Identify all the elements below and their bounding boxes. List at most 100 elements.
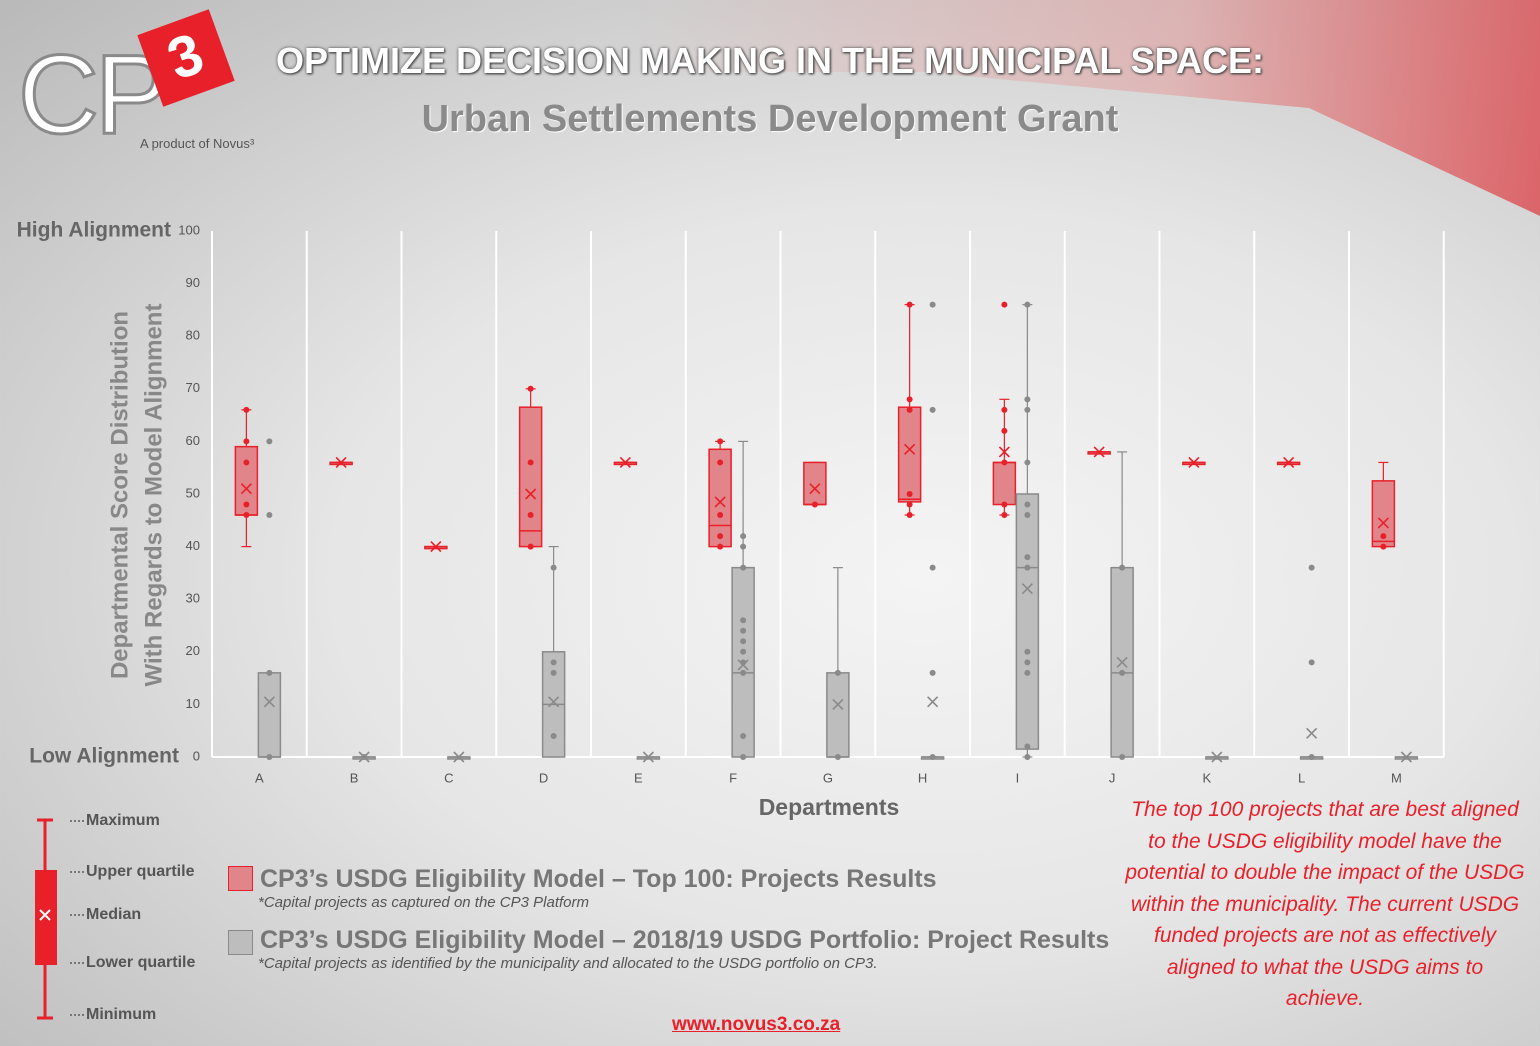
data-point bbox=[740, 669, 747, 676]
data-point bbox=[527, 543, 534, 550]
mean-marker bbox=[548, 696, 560, 708]
data-point bbox=[266, 754, 273, 760]
legend-entry: CP3’s USDG Eligibility Model – Top 100: … bbox=[260, 865, 937, 893]
data-point bbox=[1380, 543, 1387, 550]
data-point bbox=[740, 564, 747, 571]
box-plot bbox=[329, 456, 353, 469]
box bbox=[992, 461, 1017, 506]
data-point bbox=[1024, 659, 1031, 666]
data-point bbox=[929, 754, 936, 760]
data-point bbox=[740, 627, 747, 634]
y-axis-title: With Regards to Model Alignment bbox=[140, 304, 167, 687]
y-tick-label: 100 bbox=[178, 222, 200, 237]
data-point bbox=[906, 491, 913, 497]
legend-swatch bbox=[228, 930, 253, 955]
mean-marker bbox=[1188, 456, 1200, 469]
y-low-label: Low Alignment bbox=[29, 745, 179, 768]
box-plot bbox=[1276, 456, 1301, 469]
data-point bbox=[929, 669, 936, 676]
x-tick-label: I bbox=[1016, 770, 1020, 785]
legend-swatch bbox=[228, 866, 253, 891]
box-plot bbox=[257, 438, 282, 760]
x-tick-label: G bbox=[823, 770, 833, 785]
data-point bbox=[717, 438, 724, 445]
data-point bbox=[1119, 754, 1126, 760]
data-point bbox=[1380, 533, 1387, 540]
key-label: Median bbox=[86, 906, 142, 923]
box bbox=[826, 672, 850, 758]
data-point bbox=[717, 533, 724, 540]
y-tick-label: 20 bbox=[186, 643, 200, 658]
data-point bbox=[1308, 659, 1315, 666]
key-label: Minimum bbox=[86, 1006, 157, 1023]
data-point bbox=[1024, 512, 1031, 519]
box-plot bbox=[1299, 564, 1324, 760]
data-point bbox=[1119, 669, 1126, 676]
y-tick-label: 10 bbox=[186, 696, 200, 711]
mean-marker bbox=[335, 456, 347, 469]
x-tick-label: K bbox=[1203, 770, 1212, 785]
x-tick-label: C bbox=[444, 770, 453, 785]
data-point bbox=[266, 669, 273, 676]
data-point bbox=[1001, 512, 1008, 519]
key-label: Maximum bbox=[86, 812, 160, 829]
mean-marker bbox=[1211, 751, 1223, 763]
data-point bbox=[717, 543, 724, 550]
box bbox=[897, 406, 922, 503]
data-point bbox=[1024, 554, 1031, 561]
box-plot bbox=[1015, 301, 1040, 760]
data-point bbox=[1001, 406, 1008, 413]
footer-url[interactable]: www.novus3.co.za bbox=[672, 1014, 841, 1035]
y-tick-label: 90 bbox=[186, 275, 200, 290]
mean-marker bbox=[1377, 517, 1389, 529]
data-point bbox=[834, 669, 841, 676]
data-point bbox=[929, 406, 936, 413]
legend-entry: CP3’s USDG Eligibility Model – 2018/19 U… bbox=[260, 926, 1110, 954]
data-point bbox=[906, 512, 913, 519]
mean-marker bbox=[619, 456, 631, 469]
data-point bbox=[243, 406, 250, 413]
callout: The top 100 projects that are best align… bbox=[1125, 798, 1525, 1010]
page-subtitle: Urban Settlements Development Grant bbox=[421, 98, 1119, 140]
box-plot bbox=[1110, 451, 1134, 760]
data-point bbox=[1024, 669, 1031, 676]
data-point bbox=[243, 438, 250, 445]
data-point bbox=[740, 533, 747, 540]
mean-marker bbox=[927, 696, 939, 708]
key-label: Lower quartile bbox=[86, 954, 196, 971]
y-tick-label: 30 bbox=[186, 591, 200, 606]
data-point bbox=[1001, 301, 1008, 308]
x-tick-label: E bbox=[634, 770, 643, 785]
box-plot bbox=[1371, 461, 1396, 550]
data-point bbox=[243, 512, 250, 519]
box-plot bbox=[920, 301, 945, 760]
data-point bbox=[1308, 564, 1315, 571]
data-point bbox=[243, 459, 250, 466]
mean-marker bbox=[904, 443, 916, 455]
mean-marker bbox=[737, 659, 749, 671]
box-plot bbox=[826, 567, 850, 760]
data-point bbox=[717, 459, 724, 466]
x-tick-label: H bbox=[918, 770, 927, 785]
x-tick-label: F bbox=[729, 770, 737, 785]
mean-marker bbox=[1093, 446, 1105, 458]
box-plot bbox=[613, 456, 638, 469]
y-tick-label: 0 bbox=[193, 748, 200, 763]
box-plot bbox=[897, 301, 922, 519]
mean-marker bbox=[832, 698, 844, 710]
data-point bbox=[550, 659, 557, 666]
y-tick-label: 50 bbox=[186, 485, 200, 500]
data-point bbox=[906, 396, 913, 403]
box-plot bbox=[731, 440, 755, 760]
data-point bbox=[1024, 754, 1031, 760]
box-plot bbox=[518, 385, 543, 550]
box-plot bbox=[1394, 751, 1419, 763]
data-point bbox=[740, 638, 747, 645]
data-point bbox=[1024, 743, 1031, 750]
data-point bbox=[550, 669, 557, 676]
box-plot bbox=[1182, 456, 1206, 469]
data-point bbox=[1001, 501, 1008, 508]
data-point bbox=[1119, 564, 1126, 571]
